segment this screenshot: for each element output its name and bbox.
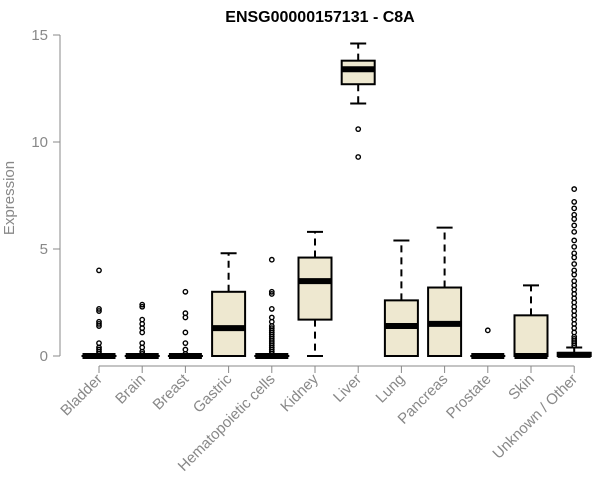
box-prostate bbox=[470, 327, 506, 359]
box-lung bbox=[383, 239, 419, 357]
x-tick-label: Bladder bbox=[57, 371, 106, 420]
outlier-point bbox=[268, 288, 275, 295]
outlier-point bbox=[268, 350, 275, 357]
box-bladder bbox=[81, 267, 117, 359]
box-gastric bbox=[211, 252, 247, 357]
box-body bbox=[513, 314, 549, 357]
outlier-point bbox=[355, 126, 362, 133]
outlier-point bbox=[571, 199, 578, 205]
outlier-point bbox=[96, 306, 102, 312]
box-unknown-other bbox=[556, 186, 592, 358]
outlier-point bbox=[571, 340, 578, 347]
outlier-point bbox=[571, 342, 578, 349]
x-tick-label: Brain bbox=[112, 371, 149, 408]
box-liver bbox=[340, 42, 376, 160]
box-pancreas bbox=[427, 226, 463, 357]
outlier-point bbox=[571, 261, 578, 267]
outlier-point bbox=[268, 348, 275, 355]
y-axis-label: Expression bbox=[1, 161, 18, 235]
outlier-point bbox=[139, 348, 146, 355]
outlier-point bbox=[96, 308, 102, 314]
x-tick-label: Prostate bbox=[443, 371, 495, 423]
outlier-point bbox=[182, 340, 189, 347]
x-tick-label: Liver bbox=[330, 371, 365, 406]
outlier-point bbox=[96, 267, 102, 274]
x-tick-label: Breast bbox=[150, 370, 193, 413]
outlier-point bbox=[182, 288, 189, 295]
outlier-point bbox=[96, 320, 102, 327]
outlier-point bbox=[139, 350, 146, 357]
outlier-point bbox=[182, 350, 189, 357]
outlier-point bbox=[139, 301, 146, 308]
box-body bbox=[211, 290, 247, 357]
outlier-point bbox=[571, 271, 578, 278]
outlier-point bbox=[96, 350, 102, 357]
y-tick-label: 15 bbox=[31, 27, 48, 44]
outlier-point bbox=[571, 222, 578, 229]
x-tick-label: Kidney bbox=[277, 370, 322, 415]
outlier-point bbox=[571, 205, 578, 212]
box-brain bbox=[124, 301, 160, 359]
outlier-point bbox=[139, 329, 146, 336]
outlier-point bbox=[571, 254, 578, 261]
box-body bbox=[297, 256, 333, 321]
outlier-point bbox=[182, 314, 189, 321]
outlier-point bbox=[182, 329, 189, 336]
x-tick-label: Lung bbox=[373, 371, 409, 407]
box-breast bbox=[167, 288, 203, 359]
outlier-point bbox=[268, 291, 275, 297]
outlier-point bbox=[571, 186, 578, 192]
y-tick-label: 0 bbox=[40, 348, 48, 365]
outlier-point bbox=[268, 256, 275, 263]
box-kidney bbox=[297, 230, 333, 357]
outlier-point bbox=[96, 323, 102, 329]
box-body bbox=[340, 59, 376, 86]
outlier-point bbox=[484, 327, 491, 334]
outlier-point bbox=[139, 303, 146, 310]
plot-area bbox=[81, 42, 592, 359]
y-axis: 0 5 10 15 bbox=[31, 27, 61, 365]
outlier-point bbox=[355, 154, 362, 160]
outlier-point bbox=[571, 237, 578, 244]
outlier-point bbox=[571, 243, 578, 250]
outlier-point bbox=[96, 348, 102, 355]
box-hematopoietic-cells bbox=[254, 256, 290, 359]
chart-title: ENSG00000157131 - C8A bbox=[225, 9, 415, 26]
outlier-point bbox=[571, 228, 578, 235]
x-tick-label: Skin bbox=[505, 371, 538, 404]
outlier-point bbox=[268, 306, 275, 312]
y-tick-label: 10 bbox=[31, 134, 48, 151]
outlier-point bbox=[571, 216, 578, 222]
y-tick-label: 5 bbox=[40, 241, 48, 258]
box-skin bbox=[513, 284, 549, 359]
